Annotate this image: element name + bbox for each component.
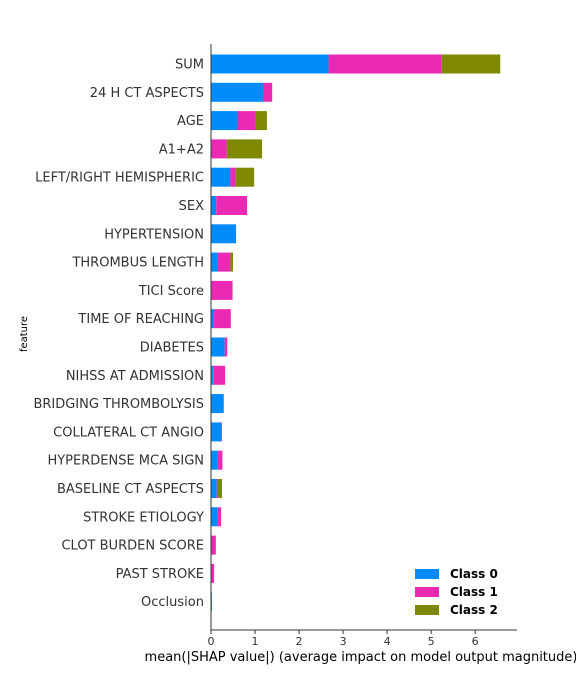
- bar-collateral-ct-angio-class-1: [221, 422, 222, 441]
- bar-24-h-ct-aspects-class-0: [211, 83, 263, 102]
- feature-label-diabetes: DIABETES: [140, 341, 204, 356]
- legend-swatch-class-0: [415, 569, 439, 579]
- legend-label-class-0: Class 0: [450, 567, 498, 581]
- bar-stroke-etiology-class-1: [218, 507, 222, 526]
- feature-label-a1-a2: A1+A2: [159, 142, 204, 157]
- feature-label-24-h-ct-aspects: 24 H CT ASPECTS: [90, 86, 204, 101]
- bar-age-class-0: [211, 111, 237, 130]
- bar-stroke-etiology-class-0: [211, 507, 218, 526]
- bar-left-right-hemispheric-class-2: [236, 168, 254, 187]
- bar-a1-a2-class-2: [227, 139, 262, 158]
- feature-label-sex: SEX: [179, 199, 204, 214]
- feature-label-hyperdense-mca-sign: HYPERDENSE MCA SIGN: [47, 454, 204, 469]
- bar-collateral-ct-angio-class-0: [211, 422, 221, 441]
- bar-sex-class-0: [211, 196, 216, 215]
- bar-left-right-hemispheric-class-1: [230, 168, 235, 187]
- bar-sex-class-1: [216, 196, 247, 215]
- feature-label-baseline-ct-aspects: BASELINE CT ASPECTS: [57, 482, 204, 497]
- feature-label-nihss-at-admission: NIHSS AT ADMISSION: [66, 369, 204, 384]
- feature-label-collateral-ct-angio: COLLATERAL CT ANGIO: [53, 425, 204, 440]
- feature-label-bridging-thrombolysis: BRIDGING THROMBOLYSIS: [33, 397, 204, 412]
- bar-24-h-ct-aspects-class-1: [263, 83, 272, 102]
- legend-swatch-class-1: [415, 587, 439, 597]
- labels-layer: SUM 24 H CT ASPECTS AGE A1+A2 LEFT/RIGHT HEM…: [33, 58, 204, 611]
- bar-sum-class-1: [329, 55, 442, 74]
- bar-left-right-hemispheric-class-0: [211, 168, 230, 187]
- bar-diabetes-class-0: [211, 338, 225, 357]
- feature-label-left-right-hemispheric: LEFT/RIGHT HEMISPHERIC: [35, 171, 204, 186]
- feature-label-stroke-etiology: STROKE ETIOLOGY: [83, 510, 204, 525]
- bar-nihss-at-admission-class-1: [213, 366, 225, 385]
- bar-thrombus-length-class-2: [230, 253, 233, 272]
- bar-diabetes-class-1: [225, 338, 228, 357]
- bar-thrombus-length-class-0: [211, 253, 218, 272]
- x-tick-label-1: 1: [252, 635, 259, 648]
- feature-label-tici-score: TICI Score: [138, 284, 204, 299]
- bar-baseline-ct-aspects-class-1: [217, 479, 218, 498]
- feature-label-thrombus-length: THROMBUS LENGTH: [71, 256, 204, 271]
- bar-age-class-2: [256, 111, 267, 130]
- bar-age-class-1: [237, 111, 256, 130]
- feature-label-sum: SUM: [175, 58, 204, 73]
- x-tick-label-4: 4: [384, 635, 391, 648]
- bar-tici-score-class-1: [211, 281, 232, 300]
- x-axis-label: mean(|SHAP value|) (average impact on mo…: [145, 650, 576, 665]
- bar-a1-a2-class-1: [211, 139, 226, 158]
- bar-bridging-thrombolysis-class-0: [211, 394, 224, 413]
- bar-thrombus-length-class-1: [218, 253, 231, 272]
- bar-hyperdense-mca-sign-class-0: [211, 451, 218, 470]
- x-tick-label-0: 0: [208, 635, 215, 648]
- bar-sum-class-2: [442, 55, 501, 74]
- x-tick-label-2: 2: [296, 635, 303, 648]
- legend-swatch-class-2: [415, 605, 439, 615]
- bar-clot-burden-score-class-1: [211, 536, 215, 555]
- bar-baseline-ct-aspects-class-0: [211, 479, 217, 498]
- feature-label-age: AGE: [177, 114, 204, 129]
- feature-label-clot-burden-score: CLOT BURDEN SCORE: [61, 539, 204, 554]
- feature-label-hypertension: HYPERTENSION: [104, 227, 204, 242]
- bar-hypertension-class-0: [211, 224, 236, 243]
- bar-sum-class-0: [211, 55, 329, 74]
- feature-label-occlusion: Occlusion: [141, 595, 204, 610]
- y-axis-label: feature: [19, 316, 30, 352]
- x-tick-label-5: 5: [428, 635, 435, 648]
- bar-past-stroke-class-1: [211, 564, 214, 583]
- x-tick-label-6: 6: [472, 635, 479, 648]
- feature-label-time-of-reaching: TIME OF REACHING: [77, 312, 204, 327]
- legend-label-class-2: Class 2: [450, 603, 498, 617]
- bar-hyperdense-mca-sign-class-1: [218, 451, 223, 470]
- legend-label-class-1: Class 1: [450, 585, 498, 599]
- bar-time-of-reaching-class-1: [214, 309, 231, 328]
- bar-baseline-ct-aspects-class-2: [218, 479, 222, 498]
- feature-label-past-stroke: PAST STROKE: [116, 567, 204, 582]
- legend: Class 0 Class 1 Class 2: [415, 567, 498, 617]
- bars-layer: [211, 55, 500, 612]
- x-tick-label-3: 3: [340, 635, 347, 648]
